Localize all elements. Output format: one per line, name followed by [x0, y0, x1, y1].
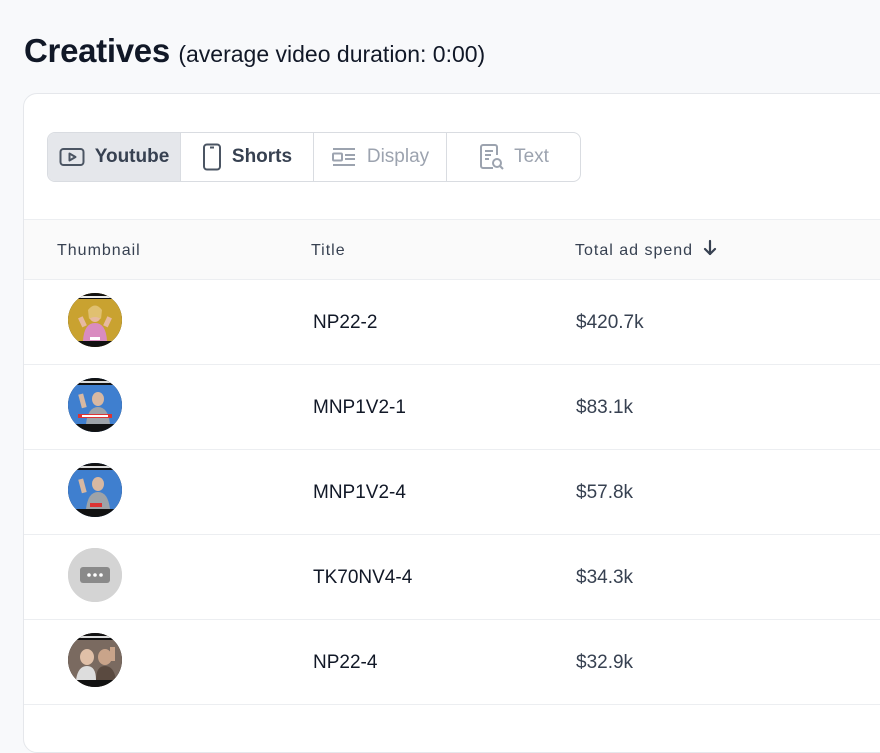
column-header-title[interactable]: Title	[311, 241, 346, 259]
table-header: Thumbnail Title Total ad spend	[24, 219, 880, 280]
creatives-card: Youtube Shorts Display	[23, 93, 880, 753]
page-title: Creatives (average video duration: 0:00)	[24, 32, 485, 70]
cell-total-ad-spend: $57.8k	[576, 481, 634, 503]
tab-shorts[interactable]: Shorts	[181, 133, 314, 181]
thumbnail-image[interactable]	[68, 463, 122, 517]
tab-text[interactable]: Text	[447, 133, 580, 181]
table-row[interactable]: TK70NV4-4 $34.3k	[24, 535, 880, 620]
table-row[interactable]: NP22-4 $32.9k	[24, 620, 880, 705]
text-doc-icon	[478, 143, 504, 171]
tab-youtube-label: Youtube	[94, 146, 170, 167]
tab-text-label: Text	[514, 146, 549, 167]
phone-icon	[202, 143, 222, 171]
thumbnail-image[interactable]	[68, 378, 122, 432]
column-header-total-ad-spend[interactable]: Total ad spend	[575, 220, 717, 281]
tab-shorts-label: Shorts	[231, 146, 293, 167]
cell-title: MNP1V2-1	[313, 396, 406, 418]
cell-title: MNP1V2-4	[313, 481, 406, 503]
column-header-total-ad-spend-label: Total ad spend	[575, 241, 694, 259]
thumbnail-image[interactable]	[68, 293, 122, 347]
more-icon	[68, 548, 122, 602]
table-row[interactable]: NP22-2 $420.7k	[24, 280, 880, 365]
thumbnail-image[interactable]	[68, 633, 122, 687]
tab-display[interactable]: Display	[314, 133, 447, 181]
cell-title: NP22-2	[313, 311, 378, 333]
page-title-main: Creatives	[24, 32, 170, 69]
cell-total-ad-spend: $32.9k	[576, 651, 634, 673]
tab-display-label: Display	[366, 146, 430, 167]
cell-title: NP22-4	[313, 651, 378, 673]
format-tabs: Youtube Shorts Display	[47, 132, 581, 182]
page-subtitle: (average video duration: 0:00)	[178, 41, 486, 67]
cell-title: TK70NV4-4	[313, 566, 413, 588]
play-icon	[59, 147, 85, 167]
cell-total-ad-spend: $83.1k	[576, 396, 634, 418]
cell-total-ad-spend: $34.3k	[576, 566, 634, 588]
thumbnail-placeholder[interactable]	[68, 548, 122, 602]
table-row[interactable]: MNP1V2-4 $57.8k	[24, 450, 880, 535]
cell-total-ad-spend: $420.7k	[576, 311, 644, 333]
arrow-down-icon	[703, 239, 717, 262]
display-icon	[331, 146, 357, 168]
table-row[interactable]: MNP1V2-1 $83.1k	[24, 365, 880, 450]
tab-youtube[interactable]: Youtube	[48, 133, 181, 181]
column-header-thumbnail: Thumbnail	[57, 241, 141, 259]
